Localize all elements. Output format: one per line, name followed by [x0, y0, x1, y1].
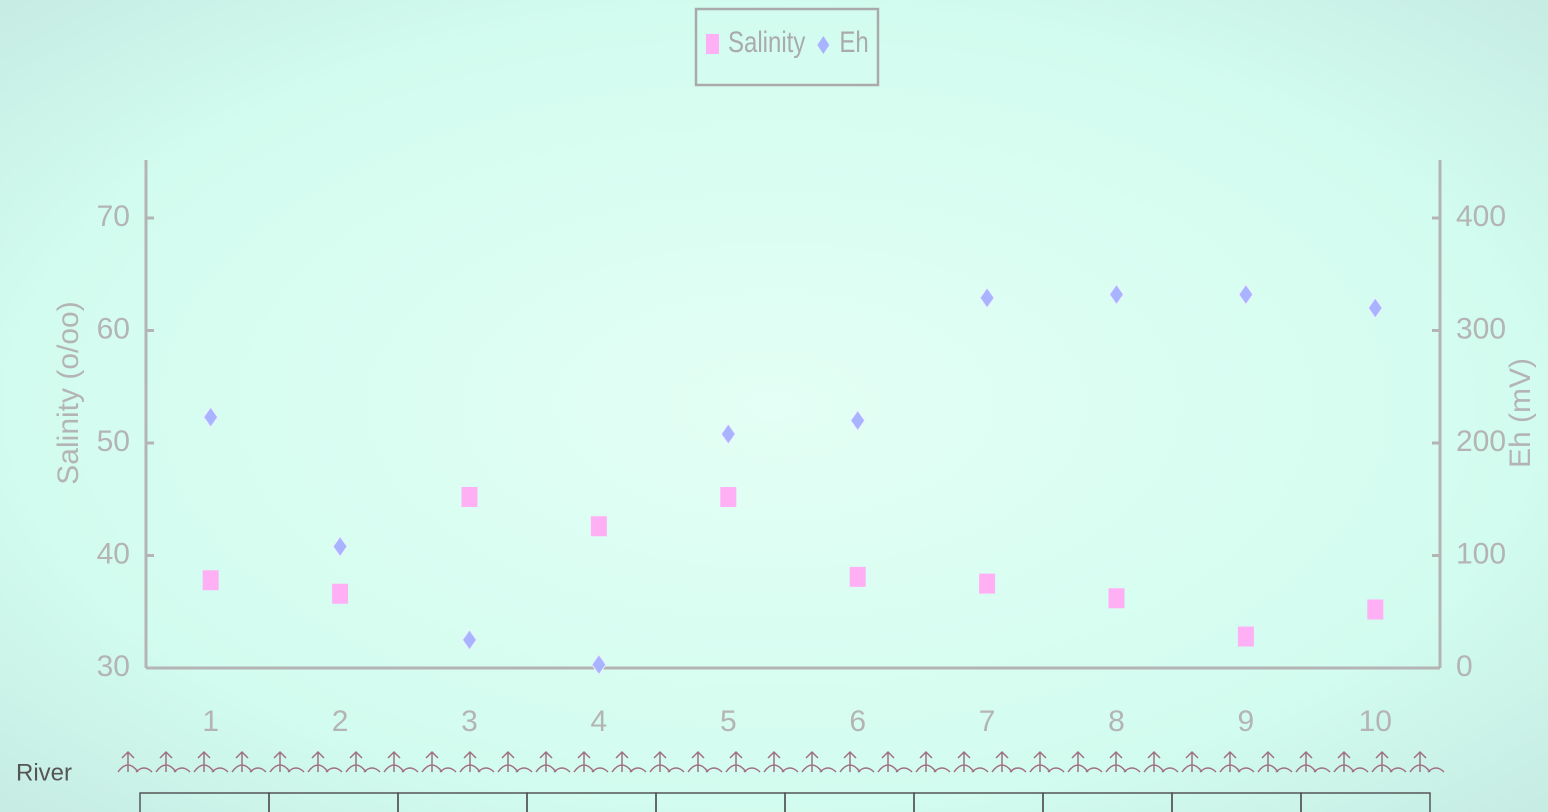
plant: [573, 750, 609, 773]
x-tick-label: 7: [979, 705, 996, 738]
plant: [763, 750, 799, 773]
plant: [1029, 750, 1065, 773]
legend: Salinity Eh: [694, 7, 880, 87]
point: [720, 423, 736, 445]
plant: [991, 750, 1027, 773]
plant: [497, 750, 533, 773]
point: [461, 487, 478, 507]
plant: [155, 750, 191, 773]
point: [979, 287, 995, 309]
table-cell: [1300, 792, 1431, 812]
point: [1367, 599, 1384, 620]
x-tick-label: 5: [720, 705, 737, 738]
x-tick-label: 3: [461, 705, 478, 738]
plant: [421, 750, 457, 773]
plant: [687, 750, 723, 773]
y2-tick-label: 400: [1456, 200, 1506, 233]
plant: [725, 750, 761, 773]
legend-label: Eh: [839, 24, 868, 58]
plant: [1257, 750, 1293, 773]
legend-swatch: [817, 36, 830, 54]
plant: [1295, 750, 1331, 773]
river-vegetation: [117, 750, 1445, 773]
point: [591, 653, 607, 676]
x-tick-label: 4: [591, 705, 608, 738]
point: [590, 516, 607, 537]
legend-box: [694, 7, 880, 87]
y-tick-label: 60: [97, 312, 130, 345]
point: [720, 487, 737, 507]
point: [332, 583, 349, 604]
y-tick-label: 40: [97, 537, 130, 570]
plant: [649, 750, 685, 773]
plant: [611, 750, 647, 773]
point: [1238, 283, 1254, 306]
plant: [839, 750, 875, 773]
river-label: River: [16, 759, 72, 786]
point: [849, 566, 866, 587]
y2-tick-label: 300: [1456, 312, 1506, 345]
plant: [877, 750, 913, 773]
plant: [1409, 750, 1445, 773]
point: [979, 573, 996, 594]
plant: [1181, 750, 1217, 773]
point: [461, 629, 478, 651]
y2-tick-label: 200: [1456, 425, 1506, 458]
x-tick-label: 6: [849, 705, 866, 738]
plant: [117, 750, 153, 773]
point: [202, 570, 219, 591]
plant: [1105, 750, 1141, 773]
plant: [269, 750, 305, 773]
plant: [953, 750, 989, 773]
plant: [1371, 750, 1407, 773]
point: [1108, 588, 1125, 609]
point: [203, 406, 219, 428]
y-axis-label: Salinity (o/oo): [52, 301, 85, 484]
plant: [383, 750, 419, 773]
x-tick-label: 2: [332, 705, 349, 738]
x-tick-label: 8: [1108, 705, 1125, 738]
plant: [307, 750, 343, 773]
plant: [535, 750, 571, 773]
point: [850, 409, 866, 432]
y2-tick-label: 0: [1456, 650, 1473, 683]
plant: [231, 750, 267, 773]
x-tick-label: 9: [1238, 705, 1255, 738]
y2-axis-label: Eh (mV): [1504, 358, 1537, 468]
y-tick-label: 50: [97, 425, 130, 458]
point: [1367, 297, 1383, 319]
plant: [1219, 750, 1255, 773]
plant: [459, 750, 495, 773]
plant: [193, 750, 229, 773]
x-tick-label: 10: [1359, 705, 1392, 738]
point: [332, 535, 348, 558]
y-tick-label: 70: [97, 200, 130, 233]
plant: [345, 750, 381, 773]
plant: [801, 750, 837, 773]
legend-label: Salinity: [728, 24, 806, 58]
y-tick-label: 30: [97, 650, 130, 683]
x-tick-label: 1: [202, 705, 219, 738]
plant: [1333, 750, 1369, 773]
plant: [1143, 750, 1179, 773]
point: [1108, 283, 1125, 306]
y2-tick-label: 100: [1456, 537, 1506, 570]
plant: [1067, 750, 1103, 773]
point: [1237, 626, 1254, 647]
plant: [915, 750, 951, 773]
legend-swatch: [706, 34, 719, 54]
